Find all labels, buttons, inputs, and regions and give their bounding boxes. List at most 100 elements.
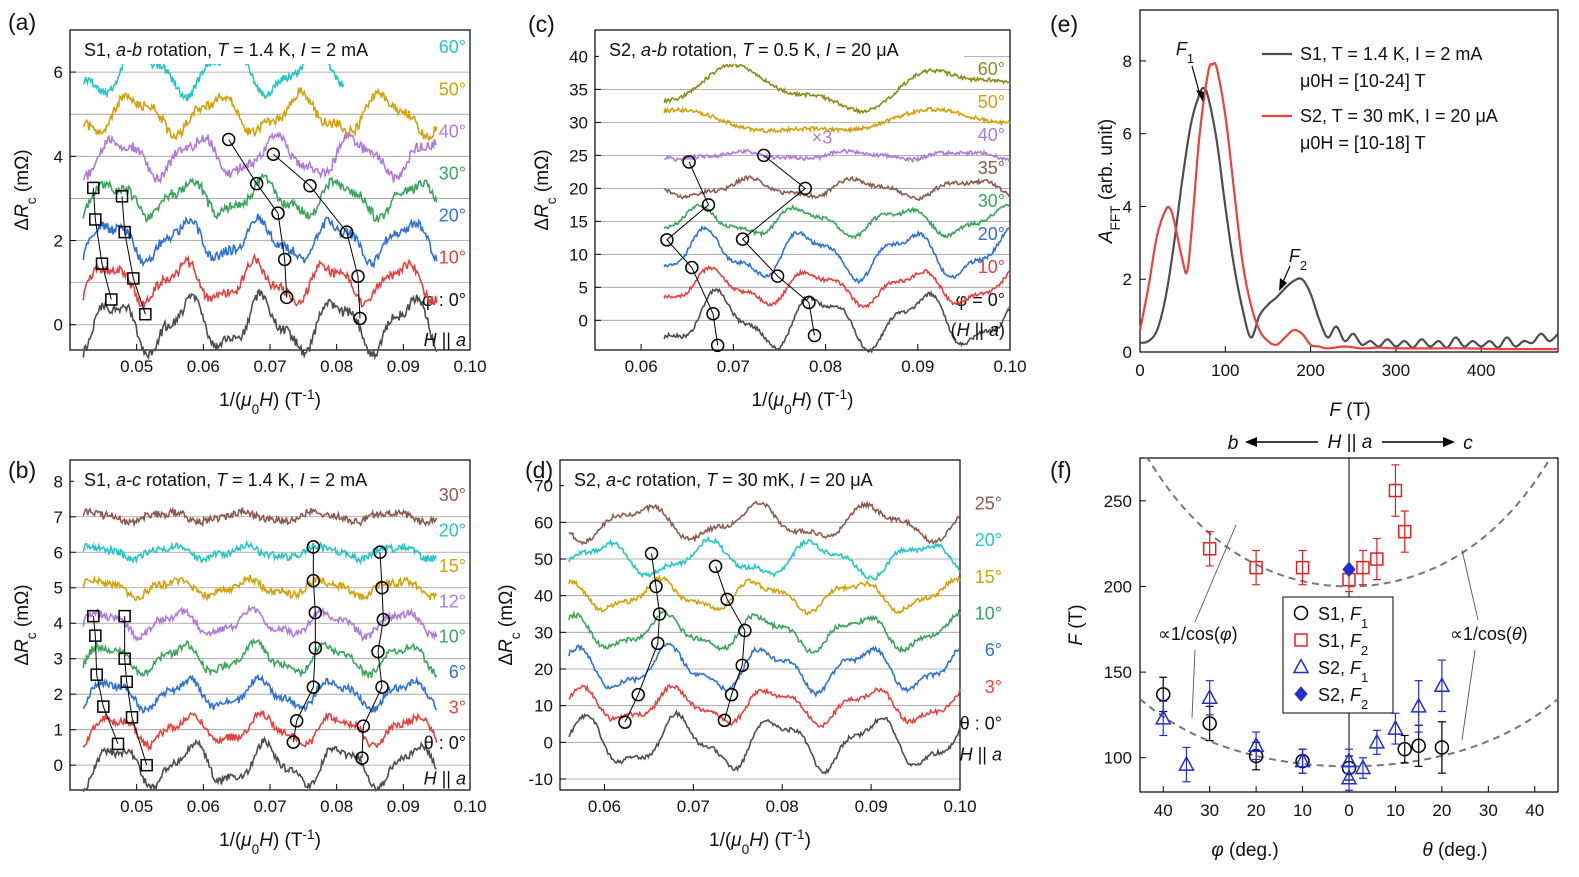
peak-marker-circle (798, 181, 813, 196)
peak-marker-square (87, 609, 100, 623)
y-tick-label: 8 (54, 472, 63, 491)
data-point-diamond (1294, 686, 1308, 702)
y-tick-label: 20 (534, 660, 553, 679)
marker-chain (273, 153, 361, 319)
y-tick-label: 15 (569, 212, 588, 231)
y-axis-label: ΔRc (mΩ) (12, 149, 39, 230)
data-point-square (1249, 560, 1263, 575)
top-right-label: c (1463, 433, 1473, 454)
panel-title: S2, a-c rotation, T = 30 mK, I = 20 μA (574, 470, 873, 490)
curve-0° (82, 735, 437, 793)
x-tick-label: 40 (1154, 801, 1173, 820)
peak-marker-circle (221, 132, 236, 147)
peak-marker-square (89, 213, 102, 226)
x-tick-label: 0.07 (253, 797, 286, 816)
curve-3° (568, 683, 961, 729)
y-tick-label: 6 (54, 543, 63, 562)
y-tick-label: 2 (54, 232, 63, 251)
peak-annotation-f2: F2 (1289, 246, 1307, 273)
peak-marker-circle (720, 592, 734, 607)
x-tick-label: 0.09 (387, 357, 420, 376)
peak-marker-circle (770, 269, 785, 283)
panel-letter: (d) (525, 457, 553, 483)
x-tick-label: 0.09 (901, 357, 934, 376)
x-axis-label-left: φ (deg.) (1211, 840, 1278, 861)
peak-marker-circle (644, 546, 659, 561)
marker-chain (292, 546, 316, 743)
x-tick-label: 0.07 (677, 797, 710, 816)
series-label-35°: 35° (978, 158, 1005, 178)
x-tick-label: 0.08 (766, 797, 799, 816)
annotation-arrow (1191, 65, 1201, 96)
marker-chain (228, 139, 288, 298)
x-tick-label: 0.08 (320, 797, 353, 816)
y-tick-label: 5 (54, 579, 63, 598)
peak-marker-circle (717, 713, 732, 728)
fft-curve-S2 (1138, 61, 1558, 351)
peak-marker-circle (682, 155, 696, 169)
x-tick-label: 0.05 (120, 797, 153, 816)
y-tick-label: 0 (544, 733, 553, 752)
y-tick-label: 20 (569, 179, 588, 198)
scale-label: ×3 (812, 127, 833, 147)
peak-annotation-f1: F1 (1176, 39, 1194, 66)
field-label: (H || a) (951, 320, 1005, 340)
marker-chain (121, 196, 146, 315)
y-tick-label: 7 (54, 508, 63, 527)
curve-15° (568, 574, 961, 616)
peak-marker-circle (289, 714, 304, 728)
peak-marker-circle (802, 295, 816, 310)
title-background (74, 464, 426, 494)
series-label-30°: 30° (978, 191, 1005, 211)
peak-marker-circle (373, 545, 387, 560)
marker-chain (92, 616, 119, 745)
data-point-triangle (1247, 736, 1265, 753)
curve-0° (82, 288, 438, 361)
x-tick-label: 0.06 (187, 357, 220, 376)
curve-10° (663, 264, 1011, 309)
peak-marker-square (139, 307, 152, 321)
peak-marker-circle (738, 623, 752, 638)
series-label-20°: 20° (439, 206, 466, 226)
curve-3° (82, 709, 438, 752)
series-label-10°: 10° (975, 604, 1002, 624)
y-tick-label: 250 (1104, 492, 1132, 511)
peak-marker-circle (618, 715, 632, 729)
peak-marker-circle (271, 206, 285, 220)
peak-marker-circle (371, 644, 385, 659)
series-label-60°: 60° (439, 37, 466, 57)
curve-60° (663, 62, 1011, 115)
data-point-triangle (1354, 758, 1372, 775)
legend-text-1: S1, F2 (1318, 631, 1368, 658)
curve-50° (82, 87, 438, 142)
top-left-label: b (1228, 433, 1239, 454)
peak-marker-square (118, 609, 131, 623)
plot-frame (559, 459, 961, 791)
x-axis-label: 1/(μ0H) (T-1) (219, 827, 321, 857)
series-label-50°: 50° (439, 79, 466, 99)
peak-marker-square (115, 190, 129, 203)
title-background (599, 34, 964, 64)
peak-marker-square (140, 758, 153, 772)
legend-text-3: S2, F2 (1318, 685, 1368, 712)
peak-marker-circle (735, 658, 749, 673)
peak-marker-circle (249, 176, 264, 191)
peak-marker-circle (279, 290, 294, 305)
plot-frame (594, 29, 1011, 351)
y-tick-label: -10 (528, 770, 553, 789)
direction-arrowhead (1443, 437, 1455, 447)
data-point-triangle (1294, 752, 1311, 768)
series-label-50°: 50° (978, 92, 1005, 112)
series-label-15°: 15° (975, 567, 1002, 587)
data-point-circle (1293, 605, 1309, 621)
peak-marker-square (89, 629, 102, 642)
peak-marker-circle (308, 605, 323, 620)
series-label-10°: 10° (978, 257, 1005, 277)
panel-e: 0 100 200 300 400 0 2 4 6 8 S1, T = 1.4 K, I = 2 m… (1050, 9, 1559, 421)
y-tick-label: 30 (569, 113, 588, 132)
series-label-6°: 6° (449, 662, 466, 682)
curve-20° (568, 536, 961, 581)
data-point-circle (1202, 716, 1217, 731)
